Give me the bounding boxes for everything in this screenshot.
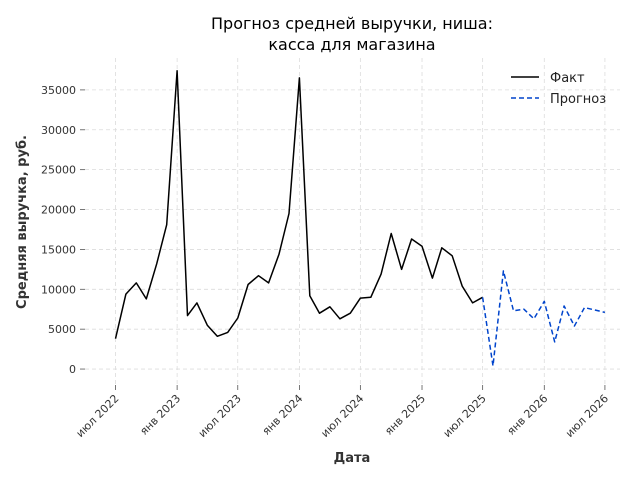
- y-tick-label: 15000: [41, 243, 76, 256]
- y-tick-label: 10000: [41, 283, 76, 296]
- grid: [85, 58, 620, 385]
- legend: Факт Прогноз: [511, 71, 606, 107]
- series-layer: [114, 70, 606, 367]
- y-tick-label: 5000: [48, 323, 76, 336]
- x-tick-label: июл 2025: [441, 392, 489, 440]
- y-tick-label: 20000: [41, 204, 76, 217]
- y-tick-label: 0: [69, 363, 76, 376]
- chart-title-line-2: касса для магазина: [268, 35, 435, 54]
- x-tick-label: июл 2023: [196, 392, 244, 440]
- chart-title-line-1: Прогноз средней выручки, ниша:: [211, 14, 493, 33]
- x-tick-label: янв 2023: [137, 392, 183, 438]
- axes: 0 5000 10000 15000 20000 25000 30000 35000 июл 2…: [41, 84, 611, 440]
- x-tick-label: янв 2025: [382, 392, 428, 438]
- series-line-forecast: [481, 270, 606, 367]
- y-tick-label: 35000: [41, 84, 76, 97]
- x-tick-label: июл 2022: [74, 392, 122, 440]
- x-tick-label: июл 2026: [563, 392, 611, 440]
- y-tick-label: 25000: [41, 164, 76, 177]
- x-tick-label: янв 2024: [260, 392, 306, 438]
- legend-label-forecast: Прогноз: [550, 92, 606, 107]
- series-line-fact: [114, 70, 483, 339]
- x-axis-label: Дата: [334, 451, 371, 466]
- y-tick-label: 30000: [41, 124, 76, 137]
- x-tick-label: янв 2026: [505, 392, 551, 438]
- legend-label-fact: Факт: [550, 71, 585, 86]
- x-tick-label: июл 2024: [318, 392, 366, 440]
- y-axis-label: Средняя выручка, руб.: [15, 135, 30, 309]
